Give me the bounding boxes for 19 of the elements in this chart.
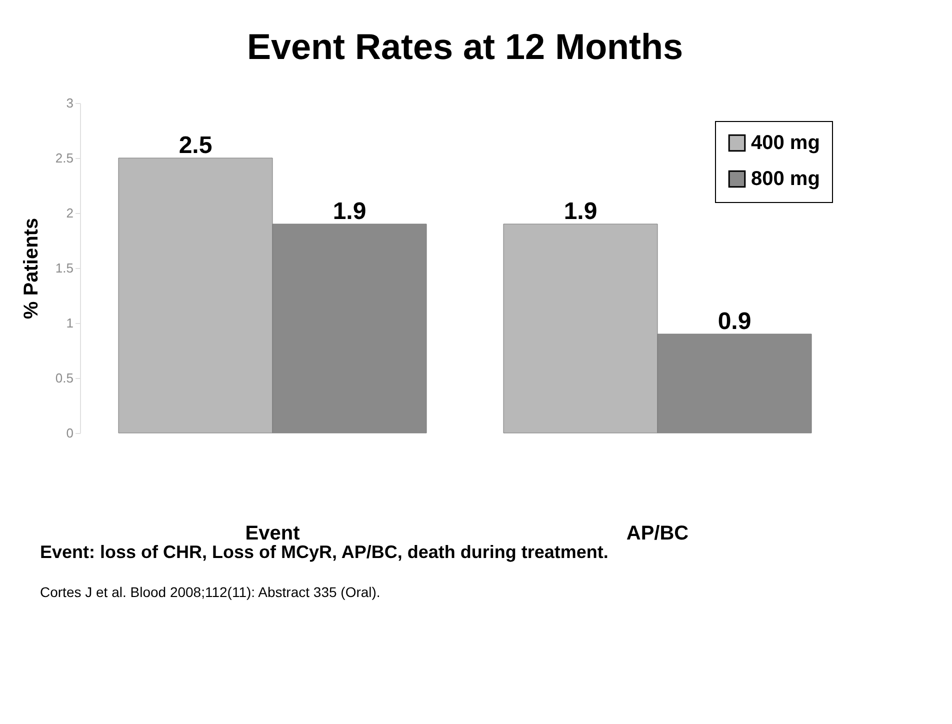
- x-tick-label: AP/BC: [626, 522, 689, 544]
- text: Cortes J et al. Blood 2008;112(11): Abstract 335 (Oral).: [40, 584, 380, 600]
- y-tick-label: 0.5: [55, 370, 74, 386]
- y-tick-label: 0: [66, 426, 74, 440]
- y-tick-label: 3: [66, 96, 74, 110]
- y-tick-label: 2: [66, 206, 74, 220]
- y-tick-label: 1.5: [55, 260, 74, 276]
- y-tick-label: 2.5: [55, 150, 74, 166]
- y-tick-label: 1: [66, 316, 74, 330]
- data-label: 1.9: [564, 198, 598, 225]
- legend-label: 400 mg: [751, 132, 820, 154]
- y-axis-title: % Patients: [20, 218, 42, 320]
- data-label: 2.5: [178, 132, 212, 159]
- data-label: 0.9: [718, 308, 752, 335]
- text: Event: loss of CHR, Loss of MCyR, AP/BC, death during treatment.: [40, 542, 608, 562]
- legend-label: 800 mg: [751, 168, 820, 190]
- data-label: 1.9: [332, 198, 366, 225]
- x-tick-label: Event: [245, 522, 300, 544]
- chart-title: Event Rates at 12 Months: [246, 26, 684, 67]
